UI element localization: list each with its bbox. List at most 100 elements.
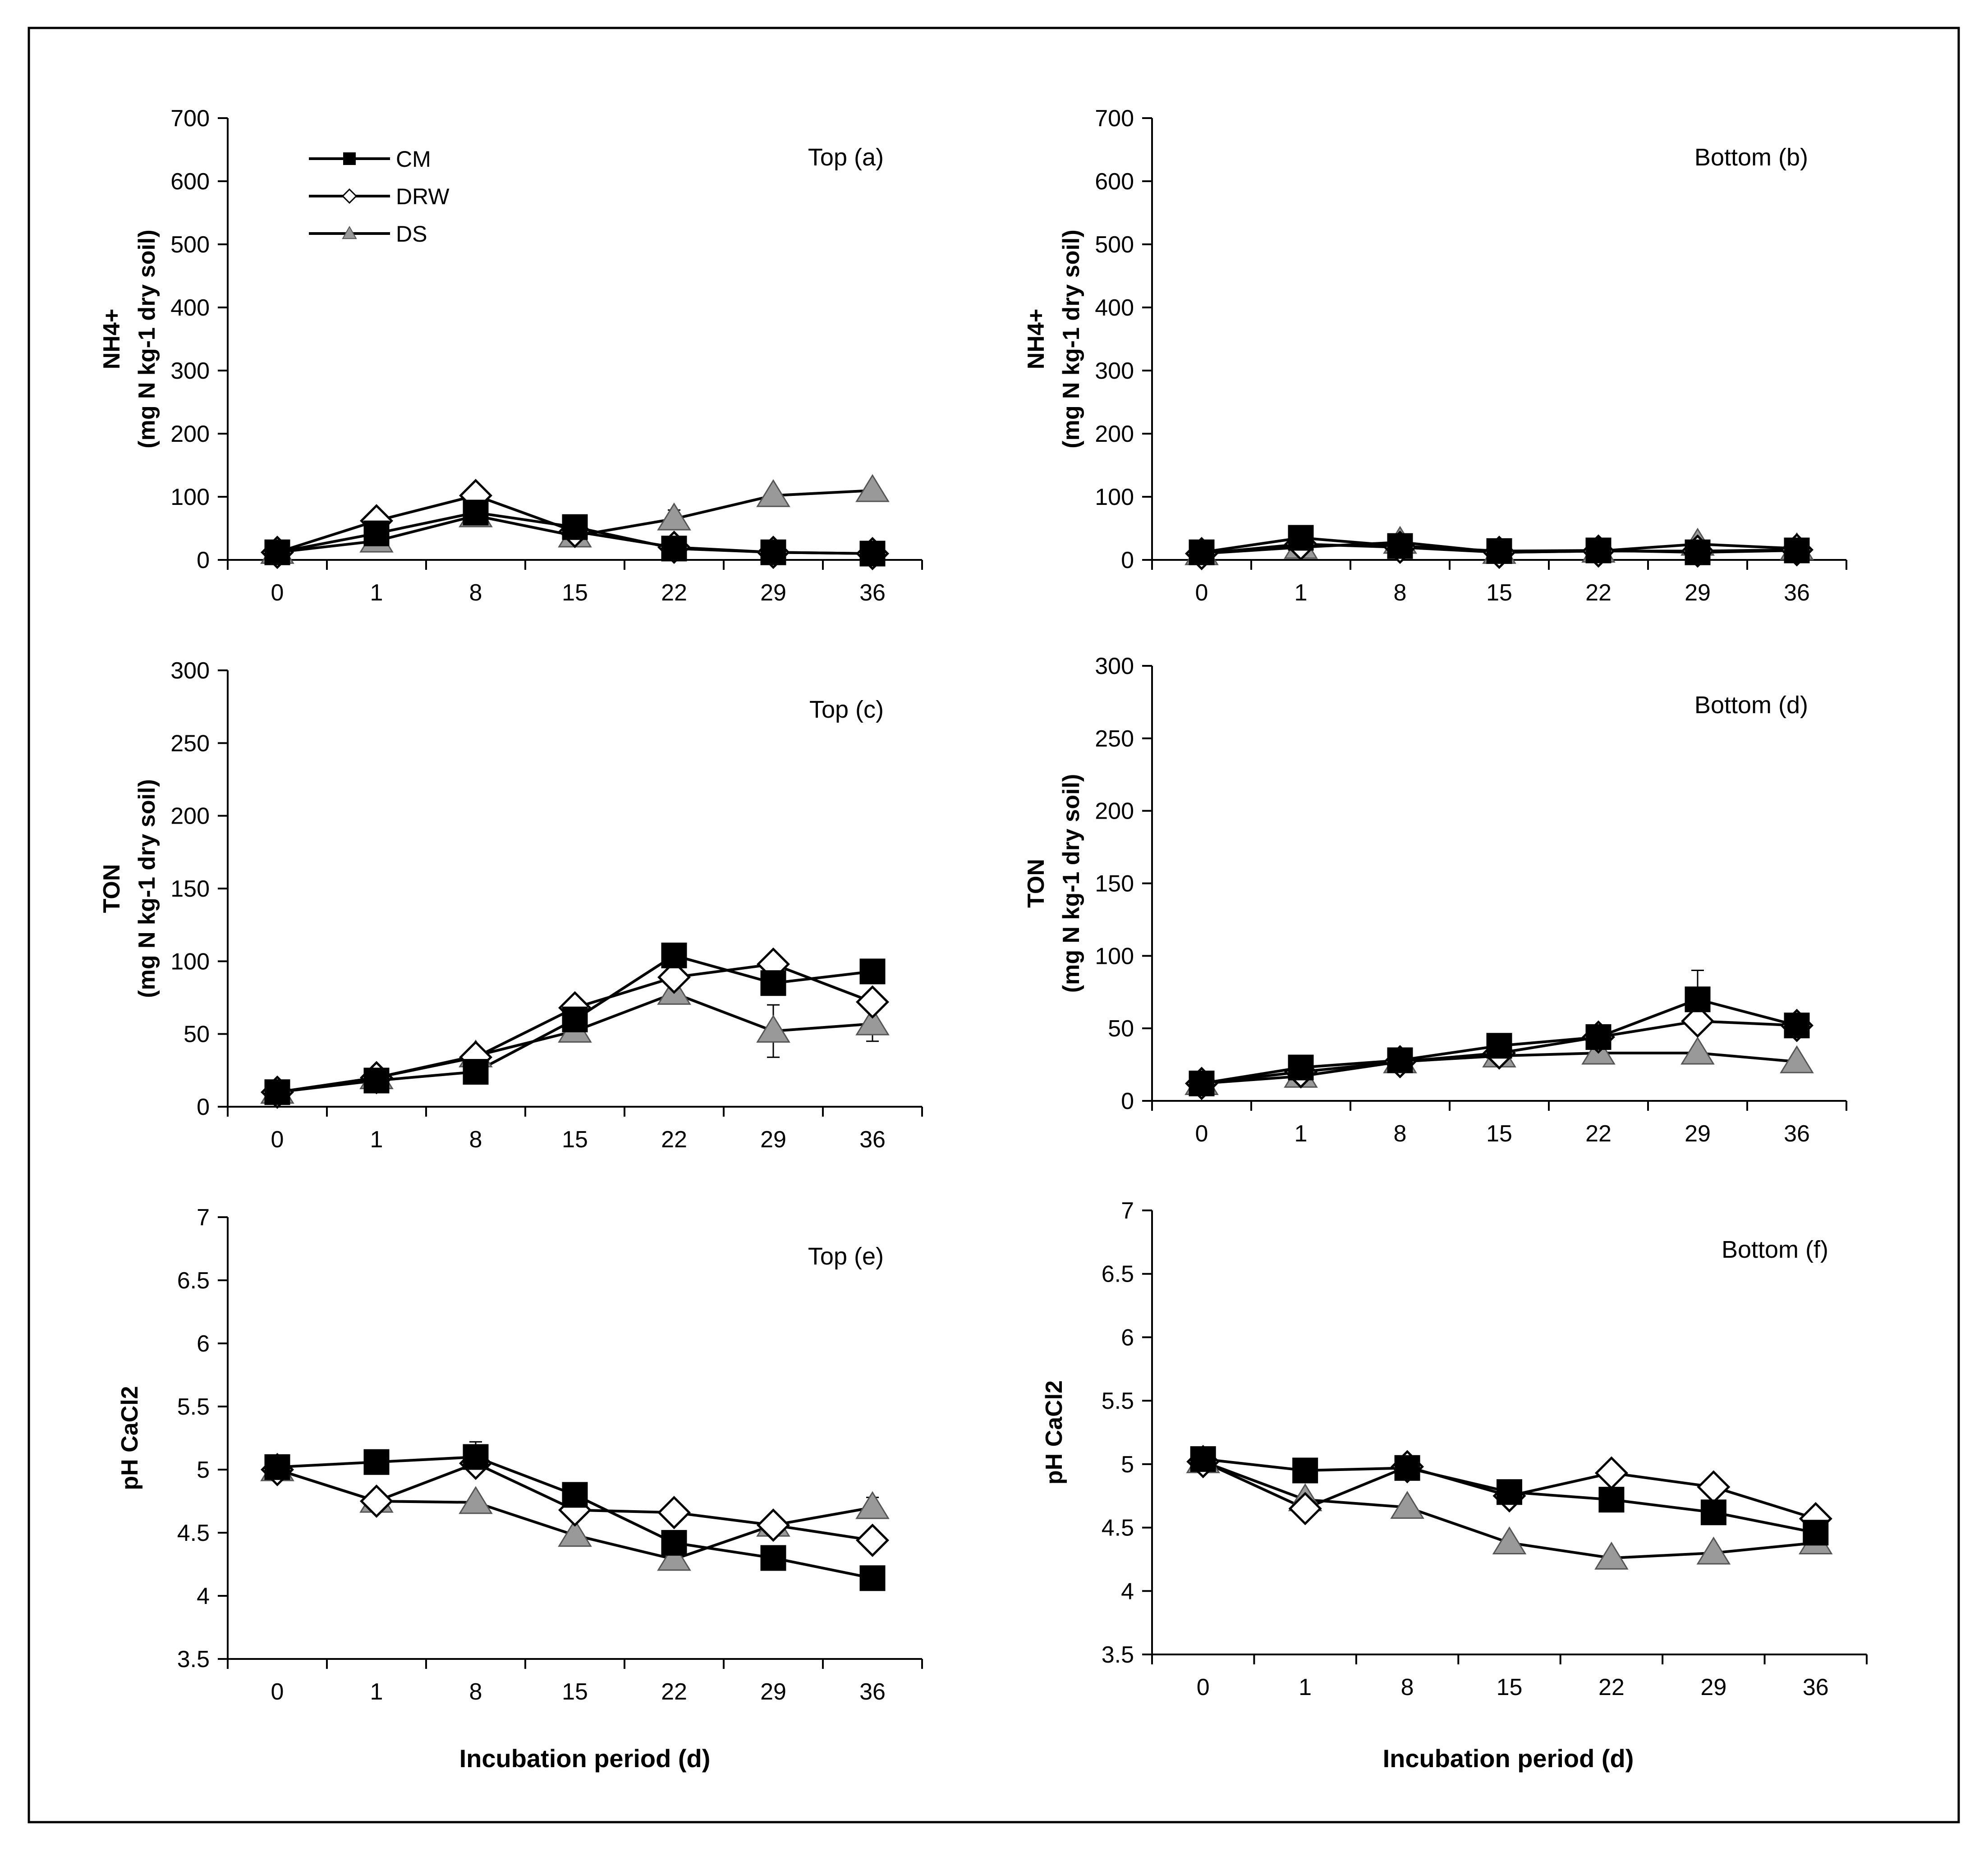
data-point-ds (657, 502, 691, 531)
y-tick-label: 100 (1095, 943, 1134, 969)
y-tick-label: 0 (197, 1094, 210, 1120)
data-point-ds (1390, 1491, 1424, 1519)
x-tick-label: 1 (1299, 1674, 1312, 1700)
x-tick-label: 29 (760, 580, 786, 606)
data-point-ds (1780, 1045, 1814, 1073)
legend-label-drw: DRW (396, 184, 450, 209)
y-tick-label: 50 (184, 1022, 210, 1048)
data-point-cm (1486, 538, 1512, 564)
panel-d: 0 50 100 150 200 250 300 0 1 8 15 22 29 36 Bottom (d) T… (1023, 653, 1847, 1147)
data-point-ds (855, 1491, 890, 1519)
x-tick-label: 8 (1394, 580, 1407, 606)
y-axis-label-line: pH CaCl2 (117, 1386, 143, 1490)
data-point-cm (264, 1454, 290, 1480)
data-point-cm (859, 1565, 886, 1591)
y-axis-label: TON (mg N kg-1 dry soil) (1023, 774, 1084, 993)
y-axis-label: TON (mg N kg-1 dry soil) (99, 779, 160, 998)
panel-title: Bottom (d) (1694, 692, 1808, 719)
x-tick-label: 15 (562, 1127, 588, 1153)
data-point-ds (855, 1007, 890, 1035)
x-tick-label: 0 (271, 580, 284, 606)
y-axis-label-line: (mg N kg-1 dry soil) (134, 229, 160, 448)
x-tick-label: 29 (1685, 580, 1711, 606)
data-point-drw (1288, 1492, 1322, 1526)
y-axis-label: NH4+ (mg N kg-1 dry soil) (1023, 229, 1084, 448)
x-tick-label: 22 (1598, 1674, 1625, 1700)
data-point-ds (459, 1486, 493, 1514)
y-tick-label: 7 (197, 1205, 210, 1231)
data-point-ds (1696, 1536, 1731, 1565)
data-point-cm (363, 520, 390, 546)
data-point-cm (363, 1068, 390, 1094)
data-point-cm (463, 499, 489, 526)
data-point-drw (359, 1484, 394, 1518)
panel-a: 0 100 200 300 400 500 600 700 0 1 8 15 22 29 36 Top (a)… (99, 105, 923, 606)
y-tick-label: 200 (1095, 421, 1134, 447)
y-tick-label: 0 (1121, 1088, 1134, 1114)
x-tick-label: 22 (661, 1679, 687, 1705)
data-point-ds (1492, 1526, 1527, 1554)
x-tick-label: 1 (1295, 580, 1308, 606)
data-point-ds (756, 479, 790, 507)
data-point-cm (859, 541, 886, 567)
y-tick-label: 4 (1121, 1578, 1134, 1604)
x-tick-label: 36 (1784, 1121, 1810, 1147)
y-tick-label: 200 (1095, 798, 1134, 825)
data-point-cm (1497, 1479, 1522, 1505)
x-axis-label-left: Incubation period (d) (459, 1744, 711, 1773)
data-point-cm (1585, 537, 1612, 564)
data-point-ds (558, 1519, 592, 1547)
y-axis-label-line: (mg N kg-1 dry soil) (1058, 774, 1084, 993)
y-tick-label: 5 (197, 1457, 210, 1483)
y-tick-label: 150 (170, 876, 210, 902)
panel-b: 0 100 200 300 400 500 600 700 0 1 8 15 22 29 36 Bottom … (1023, 105, 1847, 606)
y-tick-label: 300 (170, 358, 210, 384)
y-tick-label: 400 (170, 295, 210, 321)
data-point-ds (657, 1543, 691, 1571)
y-axis-label: pH CaCl2 (117, 1386, 143, 1490)
data-point-cm (1803, 1520, 1829, 1546)
y-tick-label: 250 (1095, 726, 1134, 752)
y-tick-label: 300 (1095, 653, 1134, 679)
y-axis-label-line: NH4+ (99, 309, 125, 369)
x-tick-label: 0 (271, 1127, 284, 1153)
legend-label-cm: CM (396, 147, 431, 172)
y-tick-label: 100 (1095, 484, 1134, 510)
y-tick-label: 4.5 (1102, 1515, 1134, 1541)
y-axis-label: NH4+ (mg N kg-1 dry soil) (99, 229, 160, 448)
data-point-cm (1486, 1033, 1512, 1059)
x-tick-label: 36 (859, 1127, 886, 1153)
y-tick-label: 600 (1095, 169, 1134, 195)
x-tick-label: 0 (1195, 580, 1208, 606)
x-tick-label: 29 (1700, 1674, 1726, 1700)
panel-title: Top (a) (808, 144, 884, 171)
data-point-cm (760, 1545, 786, 1571)
x-tick-label: 8 (469, 580, 482, 606)
y-axis-label-line: NH4+ (1023, 309, 1049, 369)
data-point-ds (855, 474, 890, 502)
x-tick-label: 8 (469, 1127, 482, 1153)
data-point-cm (1598, 1487, 1625, 1513)
data-point-cm (1288, 1054, 1314, 1081)
data-point-cm (1189, 539, 1215, 565)
legend: CM DRW DS (309, 147, 450, 247)
x-tick-label: 0 (1195, 1121, 1208, 1147)
panel-title: Bottom (b) (1694, 144, 1808, 171)
data-point-cm (1784, 537, 1810, 564)
x-axis-label-right: Incubation period (d) (1383, 1744, 1634, 1773)
panel-title: Top (e) (808, 1243, 884, 1270)
y-axis-label: pH CaCl2 (1041, 1380, 1067, 1484)
y-tick-label: 5.5 (1102, 1388, 1134, 1414)
y-tick-label: 3.5 (177, 1646, 210, 1672)
legend-marker-ds (342, 225, 357, 239)
y-axis-label-line: (mg N kg-1 dry soil) (1058, 229, 1084, 448)
panel-title: Bottom (f) (1722, 1236, 1828, 1263)
data-point-cm (859, 958, 886, 985)
y-axis-label-line: TON (1023, 859, 1049, 908)
data-point-drw (657, 960, 691, 994)
data-point-cm (1387, 1047, 1413, 1073)
x-tick-label: 0 (271, 1679, 284, 1705)
y-tick-label: 6.5 (1102, 1261, 1134, 1287)
x-tick-label: 29 (760, 1127, 786, 1153)
